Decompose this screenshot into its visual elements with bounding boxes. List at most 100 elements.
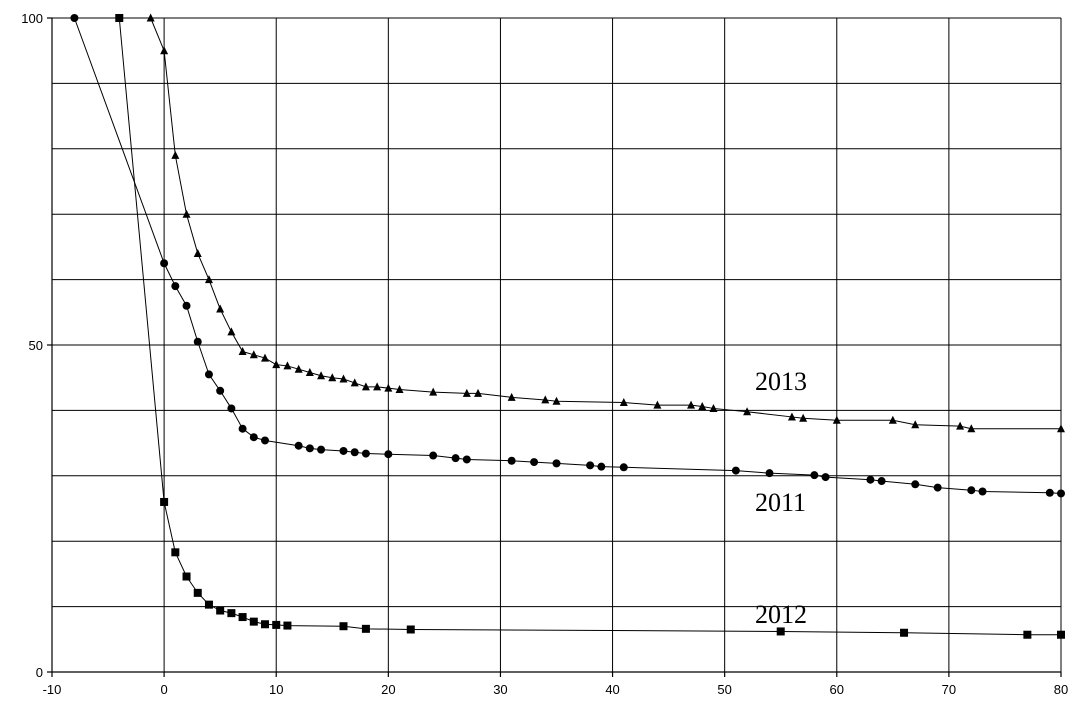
data-point <box>619 398 628 407</box>
axes <box>47 17 1062 677</box>
x-tick-label: 80 <box>1054 682 1068 697</box>
data-point <box>160 259 169 268</box>
data-point <box>272 360 281 369</box>
data-point <box>361 449 370 458</box>
data-point <box>182 572 191 581</box>
series-line-2012 <box>118 17 1061 636</box>
data-point <box>933 483 942 492</box>
data-point <box>227 609 236 618</box>
data-point <box>373 382 382 391</box>
data-point <box>182 301 191 310</box>
data-point <box>507 456 516 465</box>
data-point <box>305 367 314 376</box>
data-point <box>350 448 359 457</box>
x-tick-label: 0 <box>160 682 167 697</box>
data-point <box>967 424 976 433</box>
data-point <box>888 415 897 424</box>
data-point <box>429 451 438 460</box>
data-point <box>1057 489 1065 498</box>
data-point <box>294 364 303 373</box>
data-point <box>1045 488 1054 497</box>
data-point <box>507 392 516 401</box>
data-point <box>115 14 124 22</box>
data-point <box>261 436 270 445</box>
data-point <box>193 588 202 597</box>
annotation-2012: 2012 <box>755 600 807 629</box>
data-point <box>249 433 258 442</box>
series-annotations: 2013 2011 2012 <box>755 367 807 629</box>
data-point <box>317 371 326 380</box>
data-point <box>586 461 595 470</box>
x-tick-label: -10 <box>43 682 62 697</box>
data-point <box>821 473 830 482</box>
series-2013 <box>146 13 1065 433</box>
data-point <box>350 378 359 387</box>
x-tick-label: 20 <box>381 682 395 697</box>
data-point <box>597 462 606 471</box>
data-point <box>294 441 303 450</box>
data-point <box>339 446 348 455</box>
data-point <box>765 469 774 478</box>
data-point <box>261 353 270 362</box>
data-point <box>283 361 292 370</box>
x-tick-label: 10 <box>269 682 283 697</box>
data-point <box>272 620 281 629</box>
data-point <box>216 304 225 313</box>
series-line-2011 <box>73 17 1062 494</box>
data-point <box>743 407 752 416</box>
y-tick-label: 0 <box>36 665 43 680</box>
data-point <box>182 209 191 218</box>
data-point <box>384 383 393 392</box>
data-point <box>249 617 258 626</box>
data-point <box>799 413 808 422</box>
data-point <box>877 477 886 486</box>
data-point <box>866 475 875 484</box>
data-point <box>283 621 292 630</box>
annotation-2011: 2011 <box>755 488 806 517</box>
series-2012 <box>115 14 1065 639</box>
data-point <box>361 624 370 633</box>
data-point <box>249 350 258 359</box>
x-tick-label: 40 <box>605 682 619 697</box>
data-point <box>171 150 180 159</box>
data-point <box>395 384 404 393</box>
data-point <box>911 480 920 489</box>
data-point <box>832 415 841 424</box>
data-point <box>541 395 550 404</box>
data-point <box>776 627 785 636</box>
data-point <box>709 403 718 412</box>
data-point <box>698 401 707 410</box>
grid <box>52 17 1062 672</box>
data-point <box>193 337 202 346</box>
data-point <box>687 400 696 409</box>
data-point <box>967 486 976 495</box>
data-point <box>160 497 169 506</box>
data-point <box>1057 630 1065 639</box>
data-point <box>305 444 314 453</box>
data-point <box>160 46 169 55</box>
data-point <box>328 373 337 382</box>
data-point <box>810 471 819 480</box>
data-point <box>238 347 247 356</box>
y-tick-label: 100 <box>21 11 43 26</box>
data-point <box>339 622 348 631</box>
data-point <box>462 388 471 397</box>
data-point <box>911 420 920 429</box>
data-point <box>956 421 965 430</box>
data-point <box>146 13 155 22</box>
data-point <box>216 606 225 615</box>
data-point <box>1057 424 1065 433</box>
data-point <box>1023 630 1032 639</box>
x-tick-label: 60 <box>830 682 844 697</box>
data-point <box>619 463 628 472</box>
annotation-2013: 2013 <box>755 367 807 396</box>
data-point <box>171 282 180 291</box>
data-point <box>462 455 471 464</box>
data-point <box>204 600 213 609</box>
data-point <box>731 466 740 475</box>
x-tick-label: 70 <box>942 682 956 697</box>
data-point <box>787 412 796 421</box>
y-tick-label: 50 <box>29 338 43 353</box>
